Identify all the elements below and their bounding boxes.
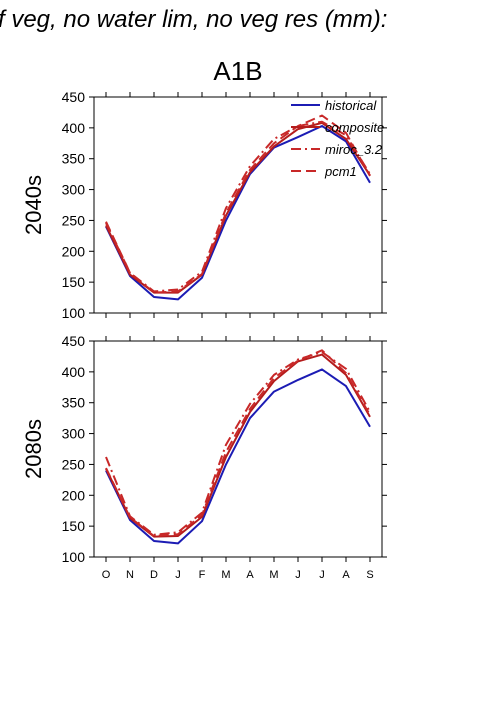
series-line-historical <box>105 125 371 301</box>
y-tick-label: 250 <box>62 456 86 472</box>
y-tick-label: 400 <box>62 120 86 136</box>
legend-label: composite <box>325 120 384 135</box>
x-tick-label: A <box>246 569 254 581</box>
y-tick-label: 250 <box>62 212 86 228</box>
period-label: 2080s <box>21 419 46 479</box>
figure-title: f veg, no water lim, no veg res (mm): <box>0 6 387 33</box>
series-line-pcm1 <box>105 114 371 294</box>
legend-entry: composite <box>291 120 384 135</box>
x-tick-label: N <box>126 569 134 581</box>
x-tick-label: A <box>342 569 350 581</box>
legend-label: pcm1 <box>324 164 357 179</box>
legend-entry: miroc_3.2 <box>291 142 383 157</box>
x-tick-label: J <box>175 569 181 581</box>
y-tick-label: 450 <box>62 333 86 349</box>
y-tick-label: 300 <box>62 182 86 198</box>
y-tick-label: 150 <box>62 518 86 534</box>
scenario-title: A1B <box>213 56 262 86</box>
series-line-pcm1 <box>105 349 371 537</box>
x-tick-label: O <box>102 569 111 581</box>
x-tick-label: M <box>269 569 278 581</box>
x-tick-label: M <box>221 569 230 581</box>
y-tick-label: 200 <box>62 487 86 503</box>
y-tick-label: 450 <box>62 89 86 105</box>
x-tick-label: J <box>295 569 301 581</box>
y-tick-label: 300 <box>62 426 86 442</box>
x-tick-label: F <box>199 569 206 581</box>
y-tick-label: 350 <box>62 395 86 411</box>
y-tick-label: 400 <box>62 364 86 380</box>
series-line-historical <box>105 368 371 545</box>
series-line-composite <box>105 353 371 538</box>
x-tick-label: J <box>319 569 325 581</box>
chart-panel-2080s: 100 150 200 250 300 350 400 450 O N D J F M A M J J A S 2080… <box>21 333 387 581</box>
y-tick-label: 100 <box>62 305 86 321</box>
x-tick-label: S <box>366 569 373 581</box>
legend-entry: historical <box>291 98 377 113</box>
y-tick-label: 350 <box>62 151 86 167</box>
chart-panel-2040s: 100 150 200 250 300 350 400 450 2040s <box>21 89 387 321</box>
series-line-miroc-3-2 <box>105 351 371 536</box>
plot-frame <box>93 96 383 314</box>
period-label: 2040s <box>21 175 46 235</box>
x-tick-label: D <box>150 569 158 581</box>
legend: historical composite miroc_3.2 pcm1 <box>291 98 384 179</box>
legend-label: miroc_3.2 <box>325 142 383 157</box>
y-tick-label: 100 <box>62 549 86 565</box>
chart-panels: 100 150 200 250 300 350 400 450 2040s 100 150 200 25… <box>21 89 387 581</box>
y-tick-label: 150 <box>62 274 86 290</box>
y-tick-label: 200 <box>62 243 86 259</box>
plot-frame <box>93 340 383 558</box>
legend-label: historical <box>325 98 377 113</box>
legend-entry: pcm1 <box>291 164 357 179</box>
